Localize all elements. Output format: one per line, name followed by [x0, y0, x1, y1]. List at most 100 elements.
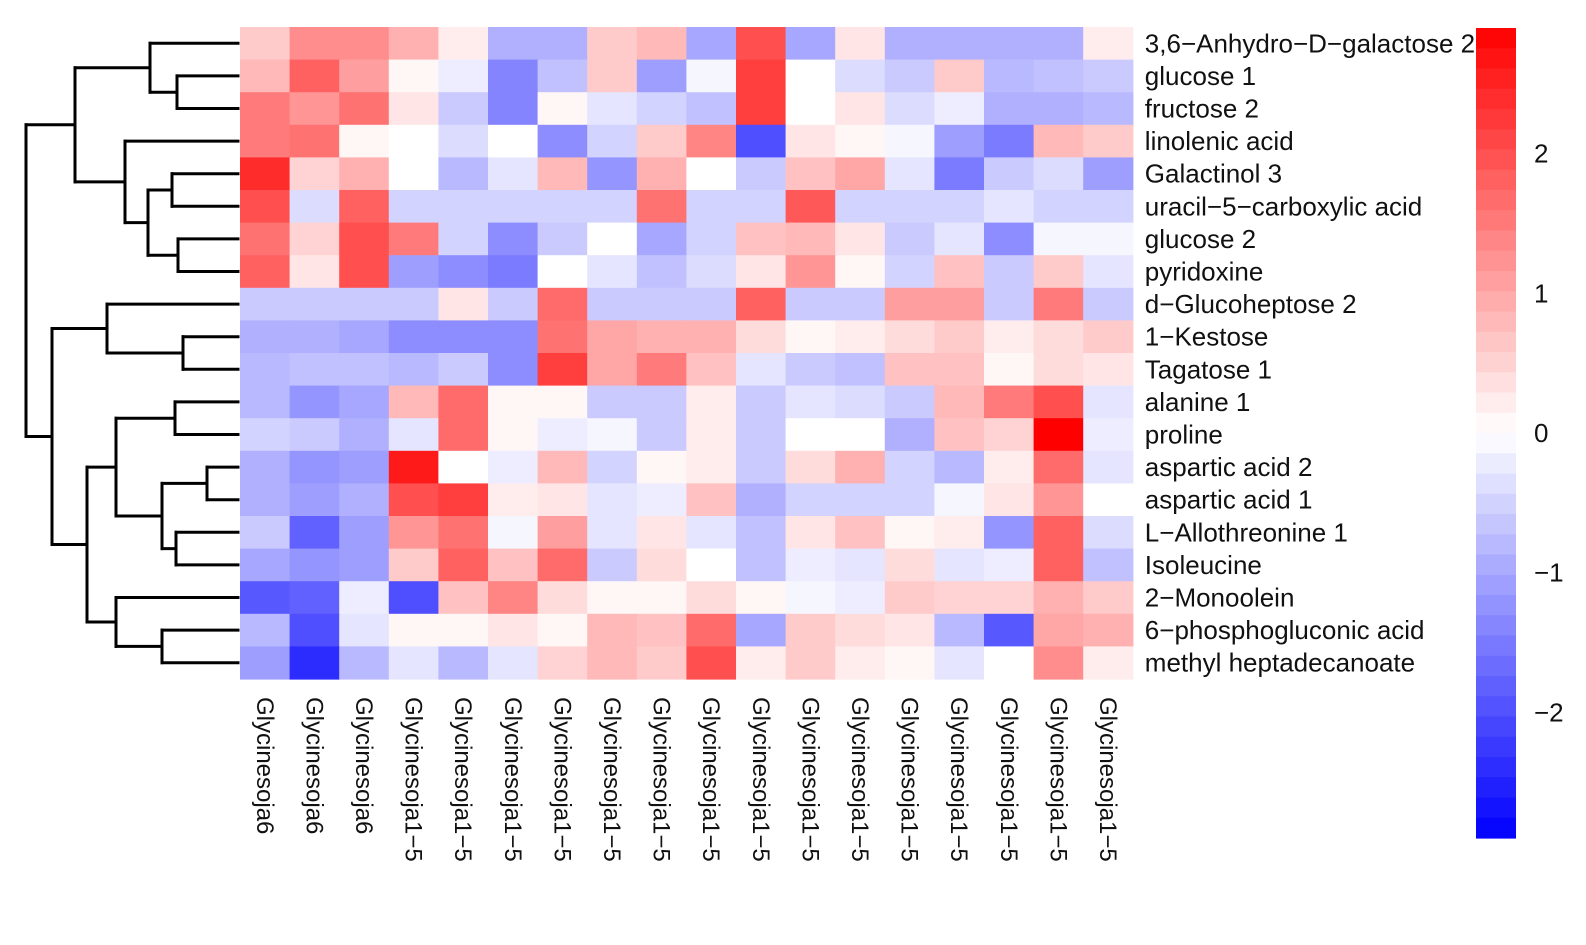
heatmap-cell	[785, 59, 836, 93]
column-label: Glycinesoja1−5	[846, 697, 873, 862]
heatmap-cell	[339, 646, 390, 680]
heatmap-cell	[240, 450, 291, 484]
heatmap-cell	[1033, 190, 1084, 224]
heatmap-cell	[388, 255, 439, 289]
column-label: Glycinesoja1−5	[995, 697, 1022, 862]
heatmap-cell	[1083, 59, 1134, 93]
heatmap-cell	[240, 548, 291, 582]
heatmap-cell	[884, 222, 935, 256]
heatmap-cell	[1033, 255, 1084, 289]
row-label: 2−Monoolein	[1145, 583, 1295, 613]
heatmap-cell	[636, 124, 687, 158]
column-label: Glycinesoja1−5	[747, 697, 774, 862]
row-label: 3,6−Anhydro−D−galactose 2	[1145, 28, 1475, 58]
heatmap-cell	[240, 320, 291, 354]
row-label: 1−Kestose	[1145, 322, 1269, 352]
heatmap-cell	[934, 287, 985, 321]
heatmap-cell	[339, 548, 390, 582]
heatmap-cell	[488, 516, 539, 550]
colorbar-segment	[1476, 352, 1516, 373]
heatmap-cell	[587, 320, 638, 354]
heatmap-cell	[488, 613, 539, 647]
heatmap-cell	[339, 581, 390, 615]
heatmap-cell	[736, 450, 787, 484]
heatmap-cell	[835, 190, 886, 224]
heatmap-cell	[835, 157, 886, 191]
heatmap-cell	[934, 613, 985, 647]
heatmap-cell	[537, 287, 588, 321]
colorbar-segment	[1476, 271, 1516, 292]
heatmap-cell	[438, 59, 489, 93]
heatmap-cell	[1033, 548, 1084, 582]
heatmap-cell	[785, 124, 836, 158]
heatmap-cell	[289, 320, 340, 354]
column-label: Glycinesoja1−5	[896, 697, 923, 862]
colorbar-segment	[1476, 797, 1516, 819]
heatmap-cell	[636, 385, 687, 419]
heatmap-cell	[339, 385, 390, 419]
heatmap-cell	[488, 59, 539, 93]
heatmap-cell	[289, 450, 340, 484]
heatmap-cell	[289, 190, 340, 224]
colorbar-segment	[1476, 534, 1516, 556]
heatmap-cell	[1033, 157, 1084, 191]
colorbar-segment	[1476, 149, 1516, 171]
heatmap-cell	[835, 222, 886, 256]
heatmap-cell	[339, 222, 390, 256]
heatmap-cell	[587, 548, 638, 582]
row-label: Galactinol 3	[1145, 159, 1282, 189]
heatmap-cell	[537, 385, 588, 419]
heatmap-cell	[388, 581, 439, 615]
heatmap-cell	[835, 646, 886, 680]
heatmap-cell	[636, 581, 687, 615]
column-label: Glycinesoja1−5	[449, 697, 476, 862]
colorbar-segment	[1476, 493, 1516, 515]
heatmap-cell	[884, 27, 935, 61]
heatmap-cell	[388, 483, 439, 517]
heatmap-cell	[636, 255, 687, 289]
heatmap-cell	[488, 27, 539, 61]
heatmap-cell	[636, 450, 687, 484]
heatmap-cell	[1083, 124, 1134, 158]
heatmap-cell	[488, 287, 539, 321]
row-dendrogram	[24, 41, 240, 665]
heatmap-cell	[636, 646, 687, 680]
heatmap-cell	[289, 646, 340, 680]
heatmap-cell	[488, 222, 539, 256]
heatmap-cell	[587, 483, 638, 517]
heatmap-cell	[537, 92, 588, 126]
heatmap-cell	[686, 287, 737, 321]
heatmap-cell	[388, 516, 439, 550]
heatmap-cell	[984, 124, 1035, 158]
heatmap-cell	[934, 27, 985, 61]
heatmap-cell	[1033, 222, 1084, 256]
row-label: methyl heptadecanoate	[1145, 648, 1415, 678]
heatmap-cell	[1033, 320, 1084, 354]
heatmap-cell	[884, 581, 935, 615]
heatmap-cell	[240, 418, 291, 452]
colorbar-segment	[1476, 777, 1516, 799]
heatmap-cell	[438, 320, 489, 354]
heatmap-cell	[686, 450, 737, 484]
heatmap-cell	[289, 27, 340, 61]
heatmap-cell	[984, 353, 1035, 387]
heatmap-cell	[1083, 581, 1134, 615]
heatmap-cell	[636, 92, 687, 126]
heatmap-cell	[537, 124, 588, 158]
colorbar-segment	[1476, 372, 1516, 394]
colorbar-segment	[1476, 716, 1516, 738]
heatmap-cell	[1033, 385, 1084, 419]
heatmap-cell	[884, 450, 935, 484]
heatmap-cell	[388, 646, 439, 680]
heatmap-cell	[686, 613, 737, 647]
heatmap-cell	[934, 581, 985, 615]
heatmap-cell	[785, 353, 836, 387]
heatmap-cell	[1033, 581, 1084, 615]
heatmap-cell	[736, 157, 787, 191]
heatmap-cell	[339, 124, 390, 158]
colorbar-segment	[1476, 615, 1516, 637]
heatmap-cell	[1083, 646, 1134, 680]
colorbar-segment	[1476, 68, 1516, 90]
heatmap-cell	[884, 353, 935, 387]
